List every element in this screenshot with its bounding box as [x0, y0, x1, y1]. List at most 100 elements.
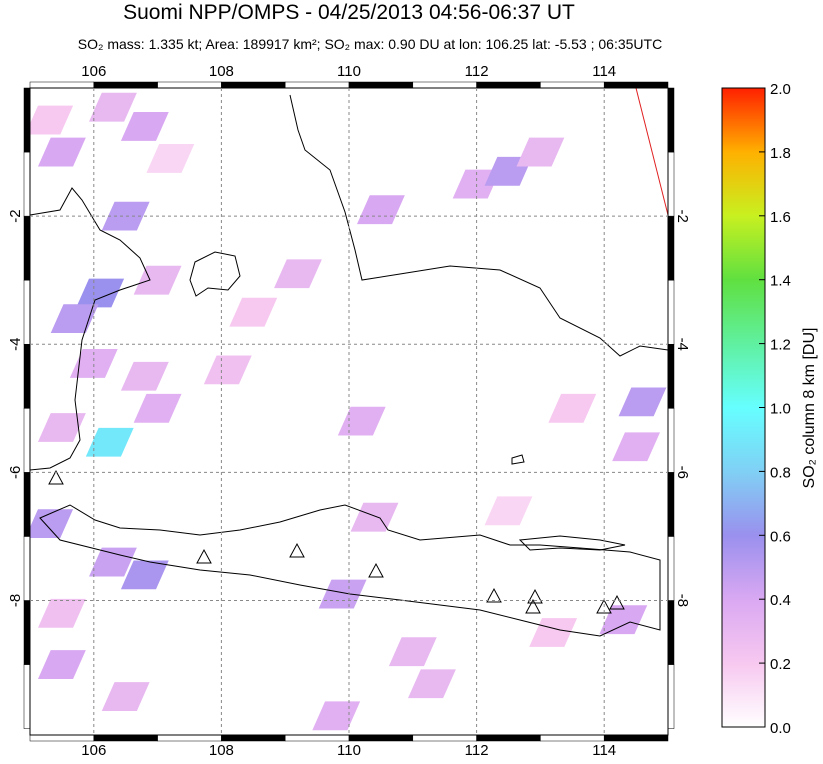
so2-tile [318, 579, 367, 609]
frame-bar [667, 151, 675, 217]
x-tick-label: 110 [337, 742, 361, 759]
y-tick-label: -4 [674, 338, 691, 351]
so2-tile [548, 393, 597, 423]
frame-bar [284, 734, 350, 742]
frame-bar [667, 87, 675, 153]
x-tick-label: 106 [81, 742, 106, 759]
colorbar-tick-label: 0.6 [770, 528, 791, 545]
volcano [196, 548, 212, 564]
colorbar-tick-label: 1.4 [770, 273, 791, 290]
so2-tile [30, 105, 74, 135]
so2-tile [356, 195, 405, 225]
frame-bar [667, 536, 675, 601]
colorbar-tick-label: 2.0 [770, 81, 791, 98]
frame-bar [667, 472, 675, 537]
colorbar-tick-label: 0.0 [770, 720, 791, 737]
frame-bar [23, 215, 31, 281]
so2-tile [408, 669, 456, 699]
so2-tile [618, 387, 667, 417]
so2-tile [133, 393, 182, 423]
frame-bar [476, 81, 541, 89]
frame-bar [603, 81, 669, 89]
volcano [609, 594, 625, 610]
x-tick-label: 112 [465, 742, 489, 759]
so2-tile [120, 112, 169, 141]
colorbar-tick-label: 1.0 [770, 401, 791, 418]
y-tick-label: -2 [674, 209, 691, 222]
frame-bar [284, 81, 350, 89]
frame-bar [667, 279, 675, 345]
so2-tile [101, 682, 150, 711]
frame-bar [348, 81, 414, 89]
title: Suomi NPP/OMPS - 04/25/2013 04:56-06:37 … [123, 1, 575, 24]
frame-bar [157, 81, 222, 89]
colorbar-tick-label: 1.8 [770, 145, 791, 162]
frame-bar [157, 734, 222, 742]
so2-tile [30, 509, 74, 539]
x-tick-label: 112 [465, 63, 489, 80]
so2-tile [612, 432, 661, 462]
so2-tile [69, 349, 118, 378]
frame-bar [348, 734, 414, 742]
subtitle: SO₂ mass: 1.335 kt; Area: 189917 km²; SO… [78, 36, 662, 52]
so2-tile [203, 355, 252, 385]
so2-tile [388, 637, 437, 667]
so2-tile [337, 406, 386, 436]
so2-tile [89, 547, 137, 577]
so2-tile [312, 701, 361, 731]
frame-bar [93, 81, 158, 89]
so2-tile [229, 297, 278, 327]
frame-bar [667, 408, 675, 473]
swath-edge [635, 88, 668, 216]
colorbar-tick-label: 0.4 [770, 592, 791, 609]
x-tick-label: 110 [337, 63, 361, 80]
frame-bar [23, 664, 31, 729]
colorbar [721, 87, 766, 728]
frame-bar [23, 536, 31, 601]
y-tick-label: -8 [674, 594, 691, 607]
x-tick-label: 114 [592, 742, 616, 759]
colorbar-label: SO₂ column 8 km [DU] [801, 328, 818, 489]
frame-bar [412, 734, 477, 742]
frame-bar [667, 343, 675, 409]
volcano [48, 469, 64, 485]
frame-bar [23, 87, 31, 153]
so2-tile [146, 144, 195, 173]
frame-bar [667, 664, 675, 729]
so2-tile [85, 427, 134, 457]
frame-bar [667, 215, 675, 281]
so2-tile [599, 605, 648, 635]
frame-bar [29, 81, 95, 89]
frame-bar [603, 734, 669, 742]
frame-bar [667, 600, 675, 665]
frame-bar [540, 734, 605, 742]
frame-bar [93, 734, 158, 742]
frame-bar [23, 343, 31, 409]
so2-tile [37, 650, 86, 679]
frame-bar [221, 734, 286, 742]
coastlines [30, 94, 668, 637]
x-tick-label: 106 [81, 63, 106, 80]
so2-tile [101, 201, 150, 231]
volcanoes [48, 469, 625, 614]
volcano [368, 562, 384, 578]
volcano [289, 542, 305, 558]
frame-bar [23, 151, 31, 217]
so2-tile [89, 92, 137, 122]
colorbar-tick-label: 0.2 [770, 656, 791, 673]
volcano [525, 598, 541, 614]
y-tick-label: -2 [7, 209, 24, 222]
colorbar-tick-label: 1.2 [770, 337, 791, 354]
so2-tile [274, 259, 322, 289]
so2-tile [37, 413, 86, 442]
frame-bar [221, 81, 286, 89]
so2-tile [120, 361, 169, 391]
so2-tile [484, 496, 533, 526]
y-tick-label: -6 [7, 466, 24, 479]
so2-tile [37, 137, 86, 167]
volcano [486, 587, 502, 603]
y-tick-label: -8 [7, 594, 24, 607]
frame-bar [23, 600, 31, 665]
frame-bar [23, 279, 31, 345]
